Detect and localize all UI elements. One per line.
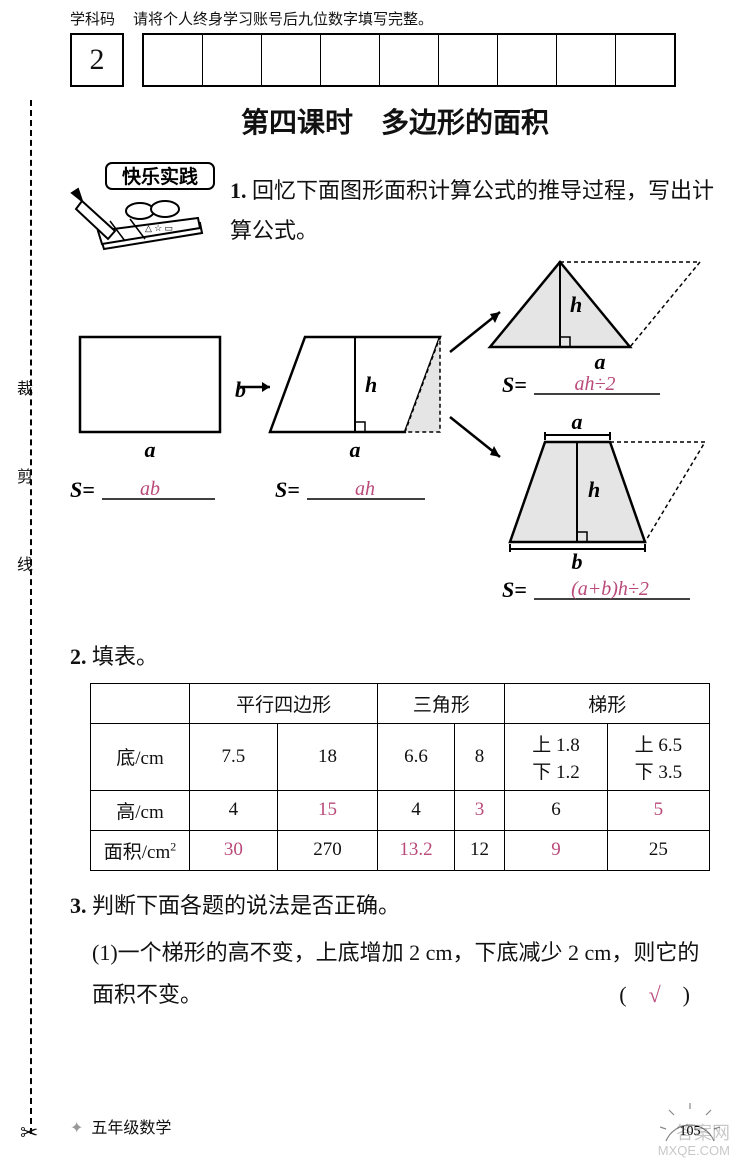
rect-answer: ab bbox=[140, 478, 160, 500]
para-h-label: h bbox=[365, 372, 377, 397]
tri-S: S= bbox=[502, 372, 527, 397]
cell: 上 6.5 下 3.5 bbox=[607, 723, 709, 790]
q3-item1: (1)一个梯形的高不变，上底增加 2 cm，下底减少 2 cm，则它的面积不变。… bbox=[70, 932, 720, 1016]
table-row: 底/cm 7.5 18 6.6 8 上 1.8 下 1.2 上 6.5 下 3.… bbox=[91, 723, 710, 790]
cell: 12 bbox=[454, 830, 505, 870]
table-row: 面积/cm2 30 270 13.2 12 9 25 bbox=[91, 830, 710, 870]
q3-body: 判断下面各题的说法是否正确。 bbox=[92, 893, 400, 918]
scissors-icon: ✂ bbox=[20, 1120, 38, 1146]
cell: 6 bbox=[505, 790, 607, 830]
subject-code-box: 2 bbox=[70, 33, 124, 87]
q2-body: 填表。 bbox=[92, 644, 158, 669]
star-icon: ✦ bbox=[70, 1120, 83, 1137]
cell: 5 bbox=[607, 790, 709, 830]
cell: 4 bbox=[378, 790, 454, 830]
cell: 3 bbox=[454, 790, 505, 830]
watermark-line2: MXQE.COM bbox=[658, 1144, 730, 1158]
row-header: 高/cm bbox=[91, 790, 190, 830]
header-row: 学科码 请将个人终身学习账号后九位数字填写完整。 bbox=[70, 0, 720, 29]
lesson-title: 第四课时 多边形的面积 bbox=[70, 101, 720, 141]
tri-h-label: h bbox=[570, 292, 582, 317]
row-header: 底/cm bbox=[91, 723, 190, 790]
cell: 15 bbox=[277, 790, 378, 830]
grade-label: 五年级数学 bbox=[91, 1120, 171, 1137]
figures-area: a b h a h a bbox=[70, 257, 720, 637]
practice-badge-icon: 快乐实践 △ ☆ ▭ bbox=[70, 161, 220, 251]
para-a-label: a bbox=[350, 437, 361, 462]
data-table: 平行四边形 三角形 梯形 底/cm 7.5 18 6.6 8 上 1.8 下 1… bbox=[90, 683, 710, 871]
trap-answer: (a+b)h÷2 bbox=[571, 578, 649, 600]
rect-b-label: b bbox=[235, 377, 246, 402]
q3-item1-text: 一个梯形的高不变，上底增加 2 cm，下底减少 2 cm，则它的面积不变。 bbox=[92, 940, 699, 1007]
cut-line: ✂ 裁 剪 线 bbox=[30, 100, 32, 1134]
q1-text: 1. 回忆下面图形面积计算公式的推导过程，写出计算公式。 bbox=[230, 161, 720, 250]
cell: 上 1.8 下 1.2 bbox=[505, 723, 607, 790]
trap-a-label: a bbox=[572, 409, 583, 434]
para-answer: ah bbox=[355, 478, 375, 500]
cutline-label: 裁 剪 线 bbox=[10, 380, 34, 600]
cell: 13.2 bbox=[378, 830, 454, 870]
trap-b-label: b bbox=[572, 549, 583, 574]
cell: 6.6 bbox=[378, 723, 454, 790]
q1-body: 回忆下面图形面积计算公式的推导过程，写出计算公式。 bbox=[230, 178, 714, 243]
th-trap: 梯形 bbox=[505, 683, 710, 723]
q3-line: 3. 判断下面各题的说法是否正确。 bbox=[70, 885, 720, 927]
cell: 7.5 bbox=[190, 723, 278, 790]
watermark: 答案网 MXQE.COM bbox=[658, 1124, 730, 1158]
cell: 8 bbox=[454, 723, 505, 790]
table-header-row: 平行四边形 三角形 梯形 bbox=[91, 683, 710, 723]
th-para: 平行四边形 bbox=[190, 683, 378, 723]
digit-boxes[interactable] bbox=[142, 33, 676, 87]
q3-number: 3. bbox=[70, 893, 87, 918]
account-instruction: 请将个人终身学习账号后九位数字填写完整。 bbox=[133, 8, 433, 29]
table-row: 高/cm 4 15 4 3 6 5 bbox=[91, 790, 710, 830]
check-mark: √ bbox=[649, 982, 661, 1007]
q2-line: 2. 填表。 bbox=[70, 637, 720, 677]
th-tri: 三角形 bbox=[378, 683, 505, 723]
figures-svg: a b h a h a bbox=[70, 257, 720, 637]
tri-a-label: a bbox=[595, 349, 606, 374]
svg-text:快乐实践: 快乐实践 bbox=[122, 165, 198, 188]
para-S: S= bbox=[275, 477, 300, 502]
subject-code-label: 学科码 bbox=[70, 8, 115, 29]
cell: 9 bbox=[505, 830, 607, 870]
q1-number: 1. bbox=[230, 178, 247, 203]
watermark-line1: 答案网 bbox=[658, 1124, 730, 1144]
q1-header: 快乐实践 △ ☆ ▭ 1. 回忆下面图形面积计算公式的推导过程，写出计算公式。 bbox=[70, 161, 720, 251]
q3-item1-num: (1) bbox=[92, 940, 118, 965]
worksheet-page: ✂ 裁 剪 线 学科码 请将个人终身学习账号后九位数字填写完整。 2 第四课时 … bbox=[0, 0, 750, 1164]
footer-left: ✦ 五年级数学 bbox=[70, 1114, 171, 1138]
cell: 18 bbox=[277, 723, 378, 790]
page-footer: ✦ 五年级数学 105 bbox=[70, 1101, 720, 1150]
rect-a-label: a bbox=[145, 437, 156, 462]
cell: 4 bbox=[190, 790, 278, 830]
th-empty bbox=[91, 683, 190, 723]
trap-S: S= bbox=[502, 577, 527, 602]
row-header: 面积/cm2 bbox=[91, 830, 190, 870]
cell: 30 bbox=[190, 830, 278, 870]
trap-h-label: h bbox=[588, 477, 600, 502]
judgment-paren: ( √ ) bbox=[619, 974, 690, 1016]
q2-number: 2. bbox=[70, 644, 87, 669]
svg-text:△ ☆ ▭: △ ☆ ▭ bbox=[145, 223, 173, 233]
code-digit-row: 2 bbox=[70, 29, 720, 87]
cell: 270 bbox=[277, 830, 378, 870]
tri-answer: ah÷2 bbox=[575, 373, 616, 395]
cell: 25 bbox=[607, 830, 709, 870]
rect-S: S= bbox=[70, 477, 95, 502]
